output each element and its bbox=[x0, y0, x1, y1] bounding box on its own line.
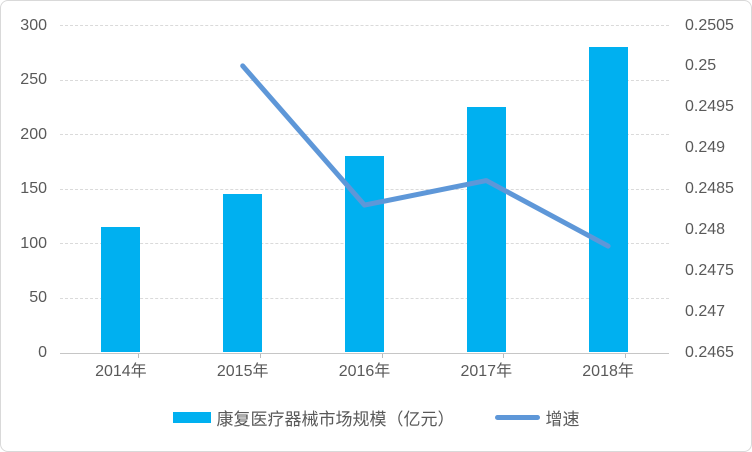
x-axis-tick bbox=[381, 353, 383, 358]
legend-label-market-size: 康复医疗器械市场规模（亿元） bbox=[216, 410, 455, 429]
y-axis-label-right: 0.248 bbox=[685, 221, 726, 239]
x-axis-label: 2016年 bbox=[338, 363, 391, 380]
x-axis-line bbox=[60, 352, 669, 354]
growth-line bbox=[240, 63, 611, 249]
y-axis-label-left: 0 bbox=[38, 344, 47, 361]
x-axis-tick bbox=[625, 353, 627, 358]
x-axis-label: 2014年 bbox=[95, 363, 147, 380]
bar-series-swatch-icon bbox=[172, 412, 211, 423]
y-axis-label-left: 250 bbox=[20, 71, 47, 89]
x-axis-tick bbox=[259, 353, 261, 358]
y-axis-label-right: 0.2465 bbox=[685, 344, 734, 361]
y-axis-label-right: 0.2495 bbox=[685, 98, 734, 116]
bar-2017 bbox=[466, 106, 506, 352]
y-axis-label-left: 300 bbox=[20, 16, 47, 34]
x-axis-tick bbox=[137, 353, 139, 358]
y-axis-label-right: 0.2505 bbox=[685, 16, 734, 34]
gridline bbox=[60, 25, 669, 26]
bar-2015 bbox=[223, 194, 263, 352]
x-axis-tick bbox=[503, 353, 505, 358]
bar-2018 bbox=[588, 46, 628, 352]
x-axis-label: 2017年 bbox=[460, 363, 513, 380]
y-axis-label-left: 200 bbox=[20, 125, 47, 143]
y-axis-label-right: 0.2485 bbox=[685, 180, 734, 198]
bar-2016 bbox=[345, 156, 384, 352]
gridline bbox=[60, 79, 669, 81]
gridline bbox=[60, 134, 669, 136]
bar-2014 bbox=[101, 227, 141, 352]
y-axis-label-left: 150 bbox=[20, 180, 47, 198]
y-axis-label-right: 0.2475 bbox=[685, 262, 734, 280]
y-axis-label-right: 0.249 bbox=[685, 139, 726, 157]
line-series-swatch-icon bbox=[494, 415, 540, 420]
legend-item-growth: 增速 bbox=[494, 405, 580, 430]
legend-label-growth: 增速 bbox=[545, 410, 580, 429]
y-axis-label-left: 100 bbox=[20, 234, 47, 252]
x-axis-label: 2018年 bbox=[582, 363, 634, 380]
y-axis-label-right: 0.25 bbox=[685, 57, 717, 75]
y-axis-label-right: 0.247 bbox=[685, 303, 726, 321]
x-axis-label: 2015年 bbox=[216, 363, 269, 380]
y-axis-label-left: 50 bbox=[29, 289, 47, 307]
legend-item-market-size: 康复医疗器械市场规模（亿元） bbox=[172, 405, 455, 430]
legend: 康复医疗器械市场规模（亿元） 增速 bbox=[1, 405, 751, 430]
